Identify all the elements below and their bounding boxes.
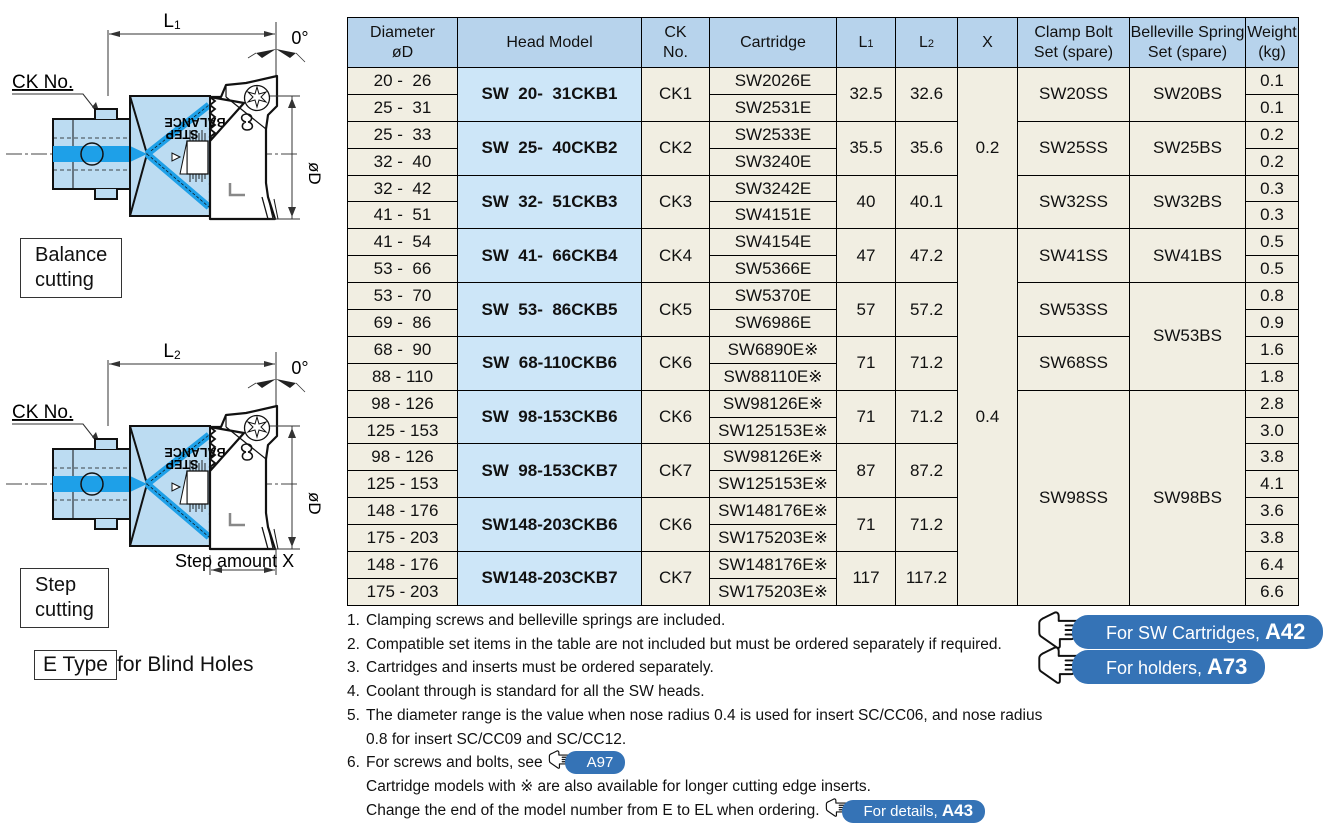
svg-text:Step amount X: Step amount X bbox=[175, 551, 294, 571]
svg-text:CK No.: CK No. bbox=[12, 402, 73, 423]
svg-text:CK No.: CK No. bbox=[12, 72, 73, 93]
svg-text:0°: 0° bbox=[291, 28, 308, 48]
svg-text:øD: øD bbox=[305, 492, 324, 515]
svg-text:L2: L2 bbox=[163, 341, 181, 362]
svg-text:L1: L1 bbox=[163, 11, 181, 32]
svg-text:0°: 0° bbox=[291, 358, 308, 378]
svg-text:BALANCE: BALANCE bbox=[164, 115, 225, 129]
svg-text:øD: øD bbox=[305, 162, 324, 185]
svg-text:BALANCE: BALANCE bbox=[164, 445, 225, 459]
